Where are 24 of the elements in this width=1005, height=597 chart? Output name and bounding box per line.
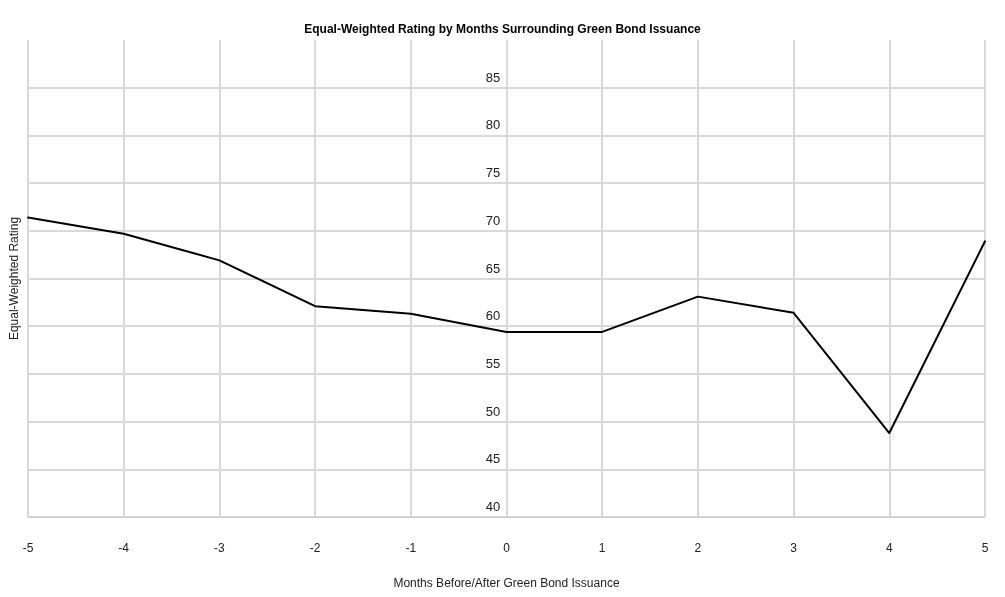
x-tick-label: 1 — [598, 541, 606, 555]
y-tick-label: 85 — [485, 69, 501, 85]
x-tick-label: 0 — [503, 541, 511, 555]
x-axis-title: Months Before/After Green Bond Issuance — [393, 576, 620, 590]
x-tick-label: 5 — [981, 541, 989, 555]
chart-title: Equal-Weighted Rating by Months Surrounding Green Bond Issuance — [304, 22, 702, 36]
y-axis-title: Equal-Weighted Rating — [7, 216, 21, 341]
y-tick-label: 60 — [485, 308, 501, 324]
x-tick-label: 4 — [885, 541, 893, 555]
y-tick-label: 50 — [485, 403, 501, 419]
y-tick-label: 55 — [485, 355, 501, 371]
x-tick-label: -1 — [405, 541, 417, 555]
x-tick-label: -5 — [22, 541, 34, 555]
x-tick-label: -3 — [214, 541, 226, 555]
y-tick-label: 80 — [485, 117, 501, 133]
x-tick-label: 2 — [694, 541, 702, 555]
y-tick-label: 40 — [485, 499, 501, 514]
y-tick-label: 65 — [485, 260, 501, 276]
y-tick-label: 75 — [485, 165, 501, 181]
y-tick-label: 70 — [485, 212, 501, 228]
y-tick-label: 45 — [485, 451, 501, 467]
x-tick-label: 3 — [790, 541, 798, 555]
x-tick-label: -2 — [309, 541, 321, 555]
x-tick-label: -4 — [118, 541, 130, 555]
